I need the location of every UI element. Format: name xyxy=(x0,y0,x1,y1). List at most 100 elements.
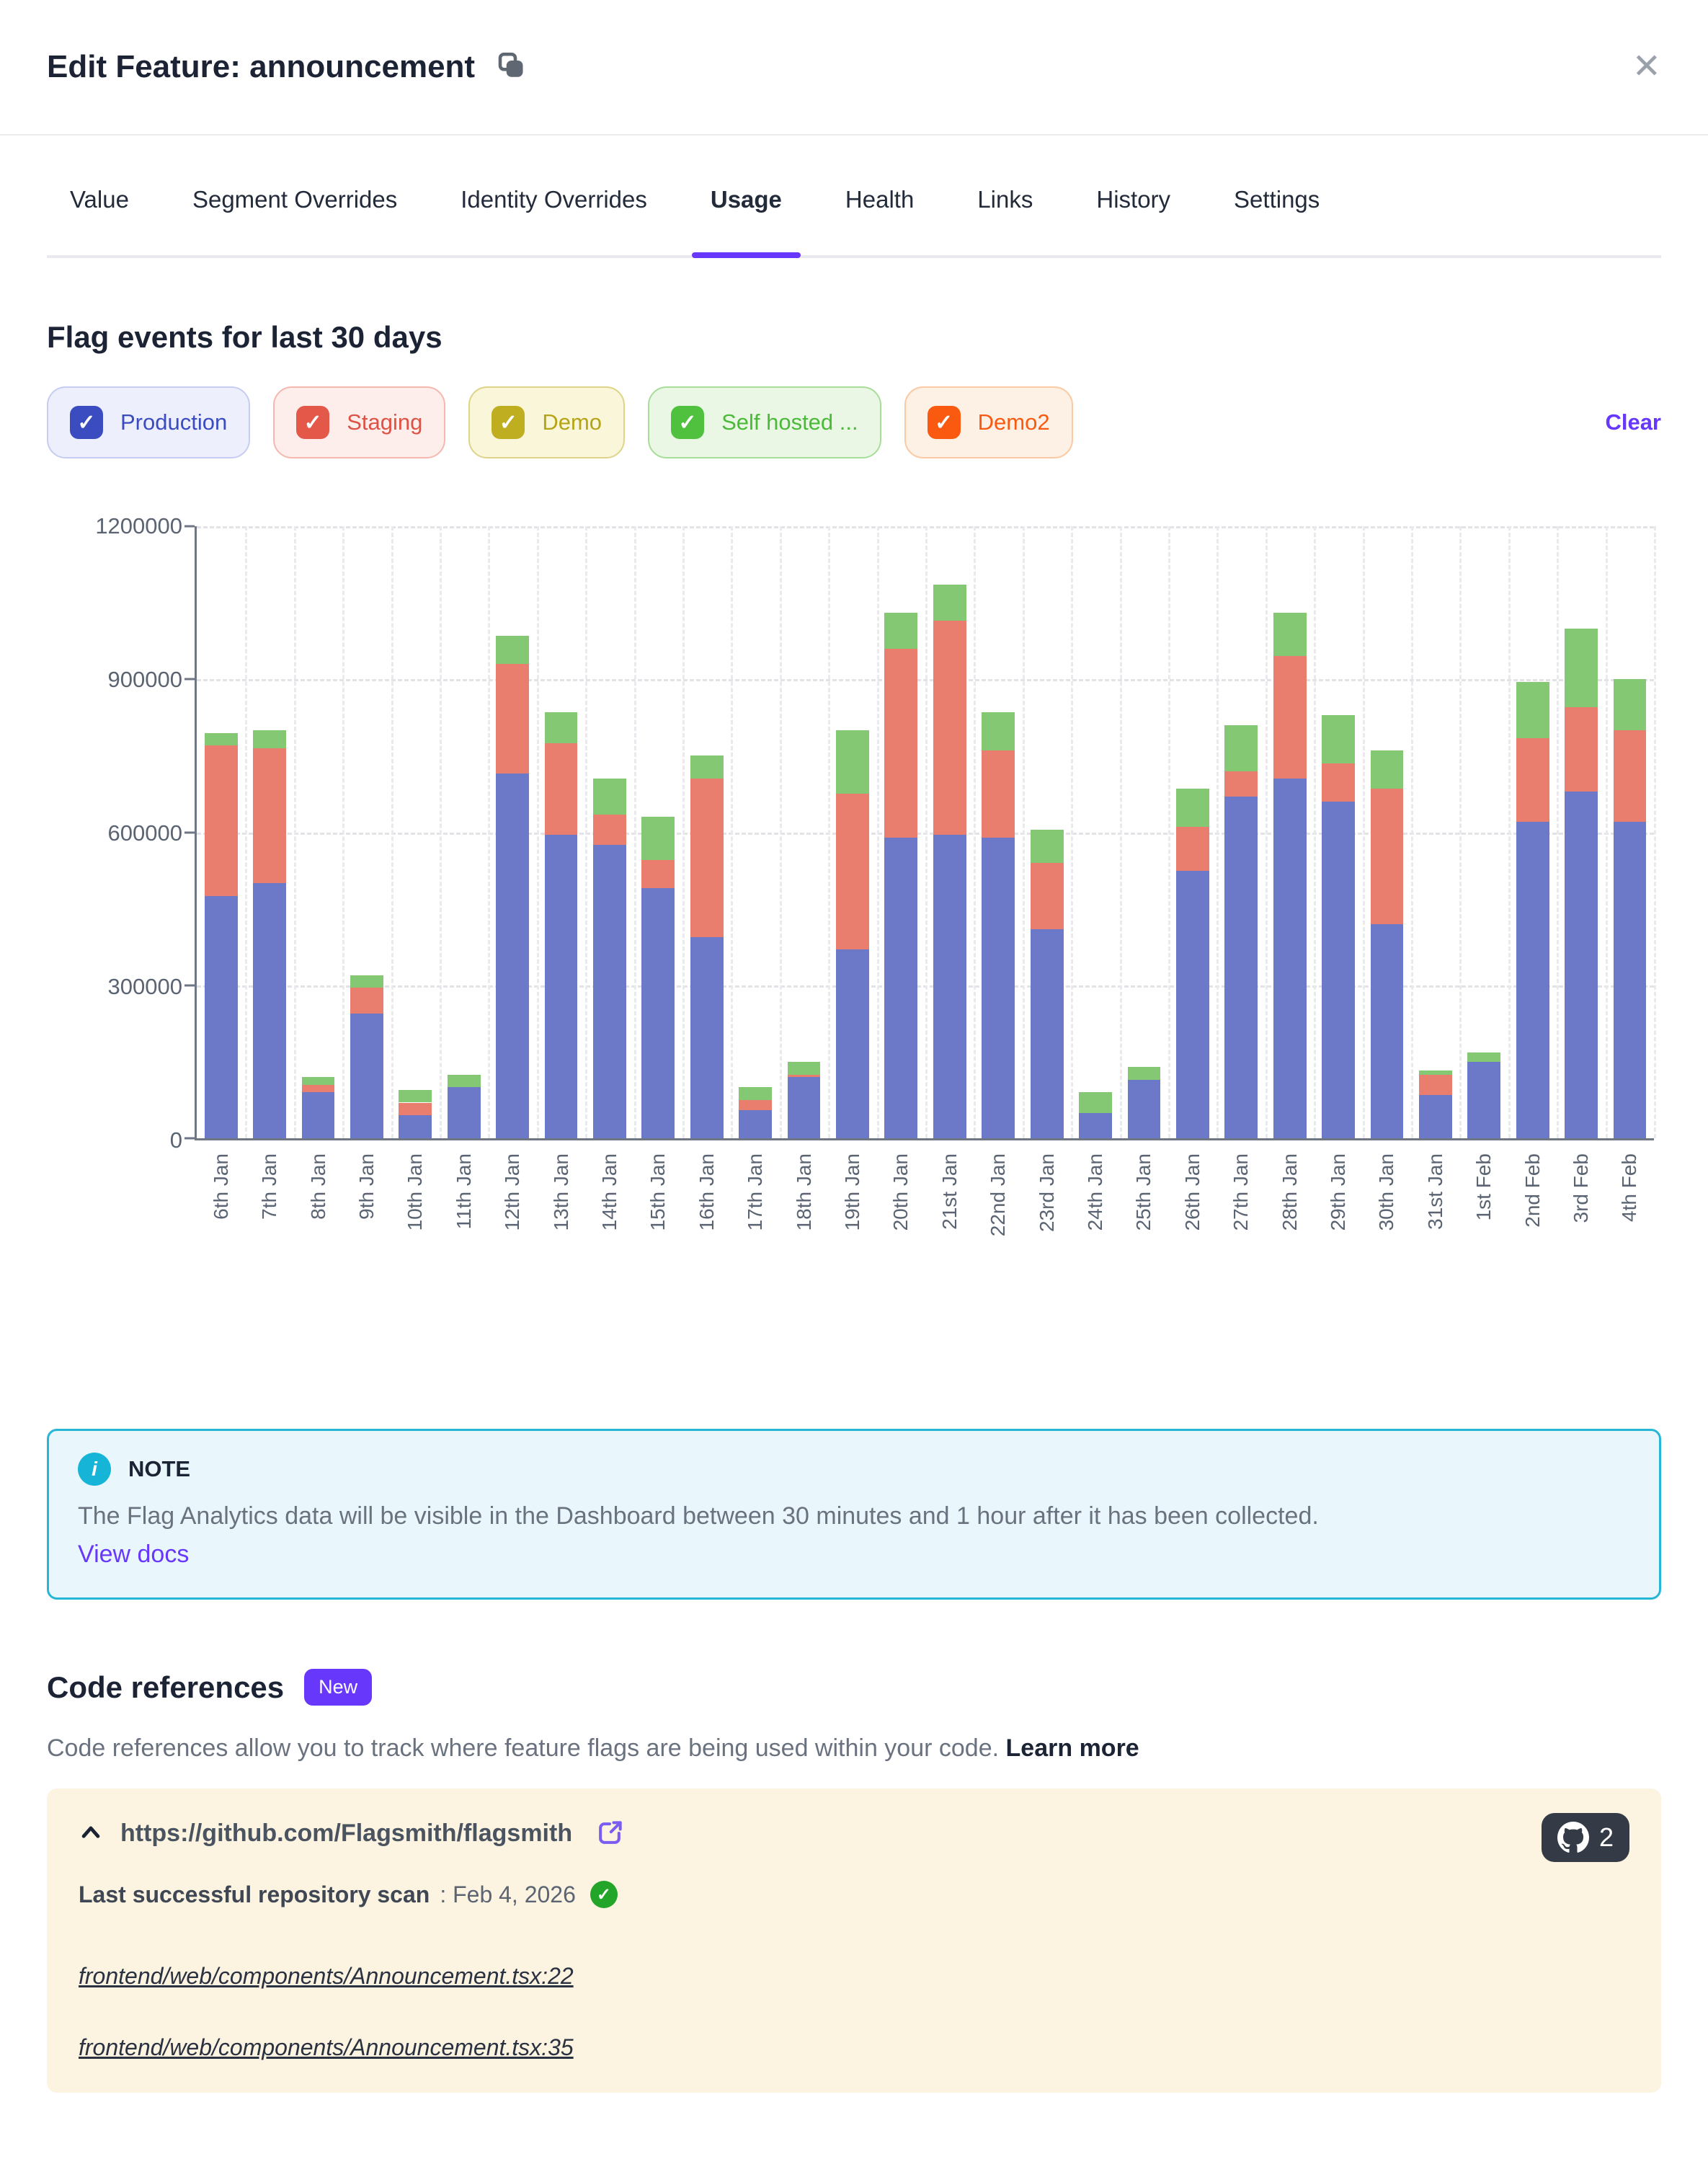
bar-segment-self-hosted- xyxy=(544,712,578,743)
bar-segment-production xyxy=(1322,802,1355,1138)
bar-segment-self-hosted- xyxy=(836,730,869,794)
env-chip-demo[interactable]: ✓ Demo xyxy=(468,386,626,458)
bar-segment-staging xyxy=(1322,763,1355,802)
bar-segment-self-hosted- xyxy=(1175,789,1209,828)
learn-more-link[interactable]: Learn more xyxy=(1005,1734,1139,1763)
tab-segment-overrides[interactable]: Segment Overrides xyxy=(161,186,429,255)
x-tick-label: 30th Jan xyxy=(1375,1153,1398,1231)
bar-segment-production xyxy=(787,1077,821,1138)
tab-usage[interactable]: Usage xyxy=(679,186,814,258)
x-tick-label: 23rd Jan xyxy=(1035,1153,1058,1232)
gridline-vertical xyxy=(1314,526,1317,1138)
bar-segment-self-hosted- xyxy=(739,1087,773,1100)
bar-segment-production xyxy=(690,936,724,1138)
gridline-vertical xyxy=(293,526,296,1138)
bar-segment-self-hosted- xyxy=(1322,714,1355,763)
x-label-cell: 1st Feb xyxy=(1460,1153,1508,1290)
env-chip-self-hosted-[interactable]: ✓ Self hosted ... xyxy=(648,386,881,458)
bar-9th-jan xyxy=(342,526,391,1138)
environment-filter-row: ✓ Production ✓ Staging ✓ Demo ✓ Self hosted ...… xyxy=(47,386,1661,458)
x-label-cell: 21st Jan xyxy=(925,1153,974,1290)
tab-label: Usage xyxy=(710,186,782,213)
x-label-cell: 24th Jan xyxy=(1071,1153,1119,1290)
bar-segment-staging xyxy=(884,648,918,838)
x-tick-label: 10th Jan xyxy=(404,1153,427,1231)
bar-segment-production xyxy=(1224,796,1258,1138)
gridline-vertical xyxy=(876,526,879,1138)
bar-3rd-feb xyxy=(1557,526,1605,1138)
code-references-description: Code references allow you to track where… xyxy=(47,1734,1139,1763)
tab-history[interactable]: History xyxy=(1064,186,1202,255)
bar-segment-staging xyxy=(1565,707,1598,792)
x-label-cell: 7th Jan xyxy=(245,1153,293,1290)
tab-identity-overrides[interactable]: Identity Overrides xyxy=(429,186,679,255)
collapse-caret-icon[interactable] xyxy=(79,1821,103,1845)
external-link-icon[interactable] xyxy=(594,1817,626,1849)
bar-26th-jan xyxy=(1168,526,1216,1138)
bar-14th-jan xyxy=(585,526,633,1138)
bar-segment-staging xyxy=(253,748,287,884)
x-label-cell: 9th Jan xyxy=(342,1153,391,1290)
gridline-vertical xyxy=(245,526,248,1138)
bar-segment-staging xyxy=(1224,771,1258,797)
env-chip-label: Staging xyxy=(347,409,423,435)
bar-28th-jan xyxy=(1266,526,1314,1138)
bar-segment-self-hosted- xyxy=(1613,679,1647,731)
bar-29th-jan xyxy=(1314,526,1362,1138)
y-tick-mark xyxy=(184,984,195,987)
bar-22nd-jan xyxy=(974,526,1023,1138)
bar-segment-self-hosted- xyxy=(884,613,918,649)
usage-heading: Flag events for last 30 days xyxy=(47,320,442,354)
code-reference-link[interactable]: frontend/web/components/Announcement.tsx… xyxy=(79,1963,574,1990)
x-tick-label: 2nd Feb xyxy=(1521,1153,1544,1228)
bar-segment-staging xyxy=(933,620,966,835)
bar-23rd-jan xyxy=(1023,526,1071,1138)
copy-icon[interactable] xyxy=(495,50,525,84)
bar-segment-staging xyxy=(1418,1074,1452,1095)
bars-layer xyxy=(197,526,1654,1138)
x-label-cell: 12th Jan xyxy=(488,1153,536,1290)
bar-segment-staging xyxy=(1613,730,1647,823)
tab-links[interactable]: Links xyxy=(946,186,1064,255)
x-tick-label: 14th Jan xyxy=(597,1153,621,1231)
view-docs-link[interactable]: View docs xyxy=(78,1540,190,1568)
bar-segment-production xyxy=(982,837,1015,1138)
gridline-vertical xyxy=(1265,526,1268,1138)
bar-30th-jan xyxy=(1363,526,1411,1138)
clear-button[interactable]: Clear xyxy=(1605,409,1661,435)
tab-health[interactable]: Health xyxy=(814,186,946,255)
tab-label: Value xyxy=(70,186,129,213)
scan-row: Last successful repository scan: Feb 4, … xyxy=(79,1881,1629,1909)
bar-segment-production xyxy=(1516,822,1549,1138)
env-chip-demo2[interactable]: ✓ Demo2 xyxy=(904,386,1073,458)
github-badge[interactable]: 2 xyxy=(1541,1813,1629,1863)
repo-url[interactable]: https://github.com/Flagsmith/flagsmith xyxy=(120,1819,573,1847)
bar-1st-feb xyxy=(1460,526,1508,1138)
tab-value[interactable]: Value xyxy=(47,186,161,255)
gridline-vertical xyxy=(1459,526,1462,1138)
close-icon[interactable]: ✕ xyxy=(1632,48,1661,86)
bar-segment-staging xyxy=(836,794,869,950)
code-reference-link[interactable]: frontend/web/components/Announcement.tsx… xyxy=(79,2034,574,2061)
x-tick-label: 18th Jan xyxy=(792,1153,815,1231)
bar-segment-production xyxy=(1079,1112,1112,1138)
y-tick-label: 600000 xyxy=(107,820,182,846)
y-tick-label: 900000 xyxy=(107,667,182,692)
bar-19th-jan xyxy=(828,526,876,1138)
bar-6th-jan xyxy=(197,526,245,1138)
bar-17th-jan xyxy=(731,526,779,1138)
tab-settings[interactable]: Settings xyxy=(1202,186,1351,255)
x-tick-label: 13th Jan xyxy=(549,1153,572,1231)
new-badge: New xyxy=(304,1669,373,1706)
x-label-cell: 23rd Jan xyxy=(1023,1153,1071,1290)
bar-segment-staging xyxy=(1370,789,1404,924)
bar-segment-production xyxy=(1175,870,1209,1138)
gridline-vertical xyxy=(682,526,685,1138)
gridline-vertical xyxy=(1654,526,1656,1138)
env-chip-staging[interactable]: ✓ Staging xyxy=(273,386,446,458)
x-label-cell: 26th Jan xyxy=(1168,1153,1216,1290)
x-tick-label: 27th Jan xyxy=(1229,1153,1253,1231)
env-chip-production[interactable]: ✓ Production xyxy=(47,386,251,458)
bar-segment-production xyxy=(544,835,578,1138)
x-label-cell: 18th Jan xyxy=(780,1153,828,1290)
